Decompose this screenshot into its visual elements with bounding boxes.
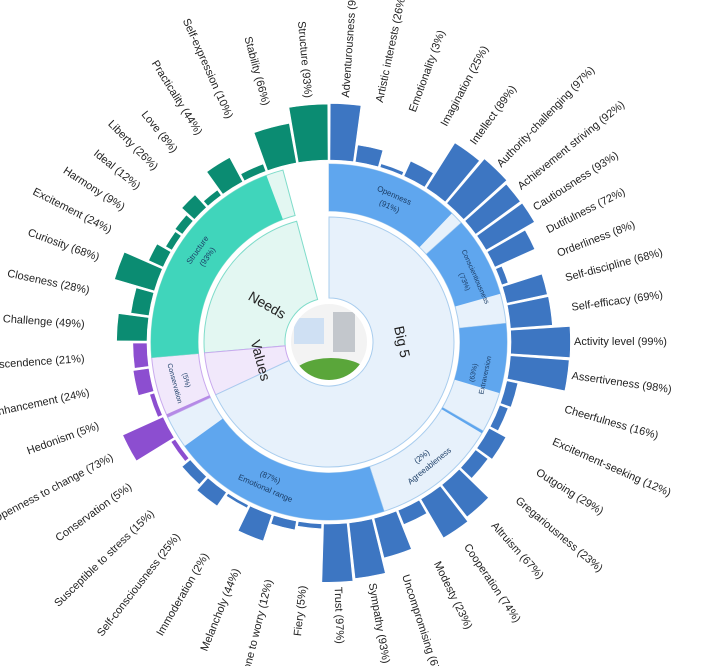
facet-bar-susceptible-to-stress[interactable] xyxy=(181,459,207,485)
facet-label-uncompromising: Uncompromising (67%) xyxy=(399,573,446,666)
category-fill-emotional-range xyxy=(184,418,385,520)
facet-bar-hedonism[interactable] xyxy=(149,392,163,418)
facet-label-self-enhancement: Self-enhancement (24%) xyxy=(0,387,91,424)
facet-bar-self-efficacy[interactable] xyxy=(506,296,553,329)
facet-bar-modesty[interactable] xyxy=(397,499,428,525)
facet-bar-excitement-seeking[interactable] xyxy=(489,404,509,432)
category-fill-extraversion xyxy=(454,323,508,394)
center-avatar xyxy=(291,304,367,380)
facet-label-artistic-interests: Artistic interests (26%) xyxy=(374,0,409,104)
facet-bar-uncompromising[interactable] xyxy=(373,510,412,559)
facet-bar-outgoing[interactable] xyxy=(476,427,507,460)
facet-bars xyxy=(114,103,571,583)
facet-label-imagination: Imagination (25%) xyxy=(439,44,492,128)
facet-label-authority-challenging: Authority-challenging (97%) xyxy=(495,64,598,170)
facet-bar-liberty[interactable] xyxy=(181,194,207,220)
facet-bar-imagination[interactable] xyxy=(403,160,434,188)
inner-segment-needs[interactable] xyxy=(203,220,319,354)
category-fill-conservation xyxy=(166,395,211,418)
facet-bar-cheerfulness[interactable] xyxy=(499,380,519,408)
facet-bar-self-expression[interactable] xyxy=(240,163,267,182)
facet-label-emotionality: Emotionality (3%) xyxy=(407,29,448,114)
facet-bar-gregariousness[interactable] xyxy=(460,449,489,479)
facet-label-outgoing: Outgoing (29%) xyxy=(534,467,606,518)
facet-label-closeness: Closeness (28%) xyxy=(6,268,90,297)
facet-label-melancholy: Melancholy (44%) xyxy=(199,567,243,653)
facet-label-adventurousness: Adventurousness (94%) xyxy=(340,0,360,98)
facet-label-self-discipline: Self-discipline (68%) xyxy=(564,247,664,285)
facet-label-prone-to-worry: Prone to worry (12%) xyxy=(239,578,276,666)
facet-bar-activity-level[interactable] xyxy=(510,326,571,358)
facet-bar-stability[interactable] xyxy=(253,122,297,172)
facet-bar-artistic-interests[interactable] xyxy=(354,144,384,168)
facet-bar-altruism[interactable] xyxy=(441,468,489,518)
facet-bar-emotionality[interactable] xyxy=(379,163,405,176)
category-percent-extraversion: (63%) xyxy=(469,363,480,383)
category-fill-conscientiousness xyxy=(426,222,501,307)
facet-label-modesty: Modesty (23%) xyxy=(431,560,474,632)
facet-bar-prone-to-worry[interactable] xyxy=(270,515,297,531)
facet-label-trust: Trust (97%) xyxy=(332,587,346,644)
facet-label-immoderation: Immoderation (2%) xyxy=(154,551,211,638)
facet-label-self-transcendence: Self-transcendence (21%) xyxy=(0,353,85,374)
facet-bar-assertiveness[interactable] xyxy=(506,355,570,392)
inner-label-big-5: Big 5 xyxy=(391,324,413,359)
facet-label-sympathy: Sympathy (93%) xyxy=(366,582,392,664)
facet-bar-orderliness[interactable] xyxy=(495,265,509,286)
facet-bar-cooperation[interactable] xyxy=(420,485,469,539)
facet-label-self-efficacy: Self-efficacy (69%) xyxy=(571,289,664,314)
facet-bar-challenge[interactable] xyxy=(116,313,149,342)
facet-label-structure: Structure (93%) xyxy=(295,21,314,99)
facet-bar-intellect[interactable] xyxy=(425,142,480,203)
facet-label-stability: Stability (66%) xyxy=(242,35,272,107)
facet-bar-structure[interactable] xyxy=(288,103,329,163)
facet-bar-melancholy[interactable] xyxy=(237,505,273,542)
category-fill-agreeableness xyxy=(441,407,484,434)
inner-segment-values[interactable] xyxy=(203,345,290,396)
facet-bar-curiosity[interactable] xyxy=(114,251,163,292)
facet-bar-self-discipline[interactable] xyxy=(502,273,548,304)
facet-bar-sympathy[interactable] xyxy=(348,518,386,579)
facet-bar-practicality[interactable] xyxy=(206,157,244,195)
facet-label-cheerfulness: Cheerfulness (16%) xyxy=(563,404,660,442)
facet-bar-harmony[interactable] xyxy=(165,231,182,251)
facet-label-assertiveness: Assertiveness (98%) xyxy=(571,370,673,396)
facet-bar-excitement[interactable] xyxy=(148,243,172,268)
facet-bar-self-consciousness[interactable] xyxy=(196,477,227,507)
category-fill-structure xyxy=(151,175,283,358)
facet-bar-fiery[interactable] xyxy=(297,521,323,530)
facet-bar-immoderation[interactable] xyxy=(225,492,249,509)
facet-label-curiosity: Curiosity (68%) xyxy=(26,227,101,264)
facet-bar-conservation[interactable] xyxy=(170,438,190,462)
category-percent-conservation: (5%) xyxy=(180,372,191,388)
facet-bar-self-transcendence[interactable] xyxy=(132,342,149,369)
facet-bar-achievement-striving[interactable] xyxy=(464,183,521,235)
facet-bar-trust[interactable] xyxy=(321,522,354,583)
facet-bar-ideal[interactable] xyxy=(174,214,194,235)
facet-bar-authority-challenging[interactable] xyxy=(446,158,508,220)
inner-segment-big-5[interactable] xyxy=(215,216,455,468)
facet-label-altruism: Altruism (67%) xyxy=(489,520,546,582)
facet-bar-dutifulness[interactable] xyxy=(486,229,536,268)
facet-bar-love[interactable] xyxy=(203,189,222,207)
category-fill-openness xyxy=(329,164,452,248)
facet-label-hedonism: Hedonism (5%) xyxy=(25,420,100,457)
facet-bar-openness-to-change[interactable] xyxy=(122,416,175,462)
facet-bar-adventurousness[interactable] xyxy=(329,103,362,162)
facet-label-activity-level: Activity level (99%) xyxy=(574,336,667,348)
facet-label-challenge: Challenge (49%) xyxy=(2,313,85,331)
facet-label-intellect: Intellect (89%) xyxy=(468,83,519,147)
facet-bar-closeness[interactable] xyxy=(130,287,155,317)
facet-bar-self-enhancement[interactable] xyxy=(132,367,155,396)
facet-label-fiery: Fiery (5%) xyxy=(292,585,309,637)
facet-bar-cautiousness[interactable] xyxy=(476,202,535,251)
